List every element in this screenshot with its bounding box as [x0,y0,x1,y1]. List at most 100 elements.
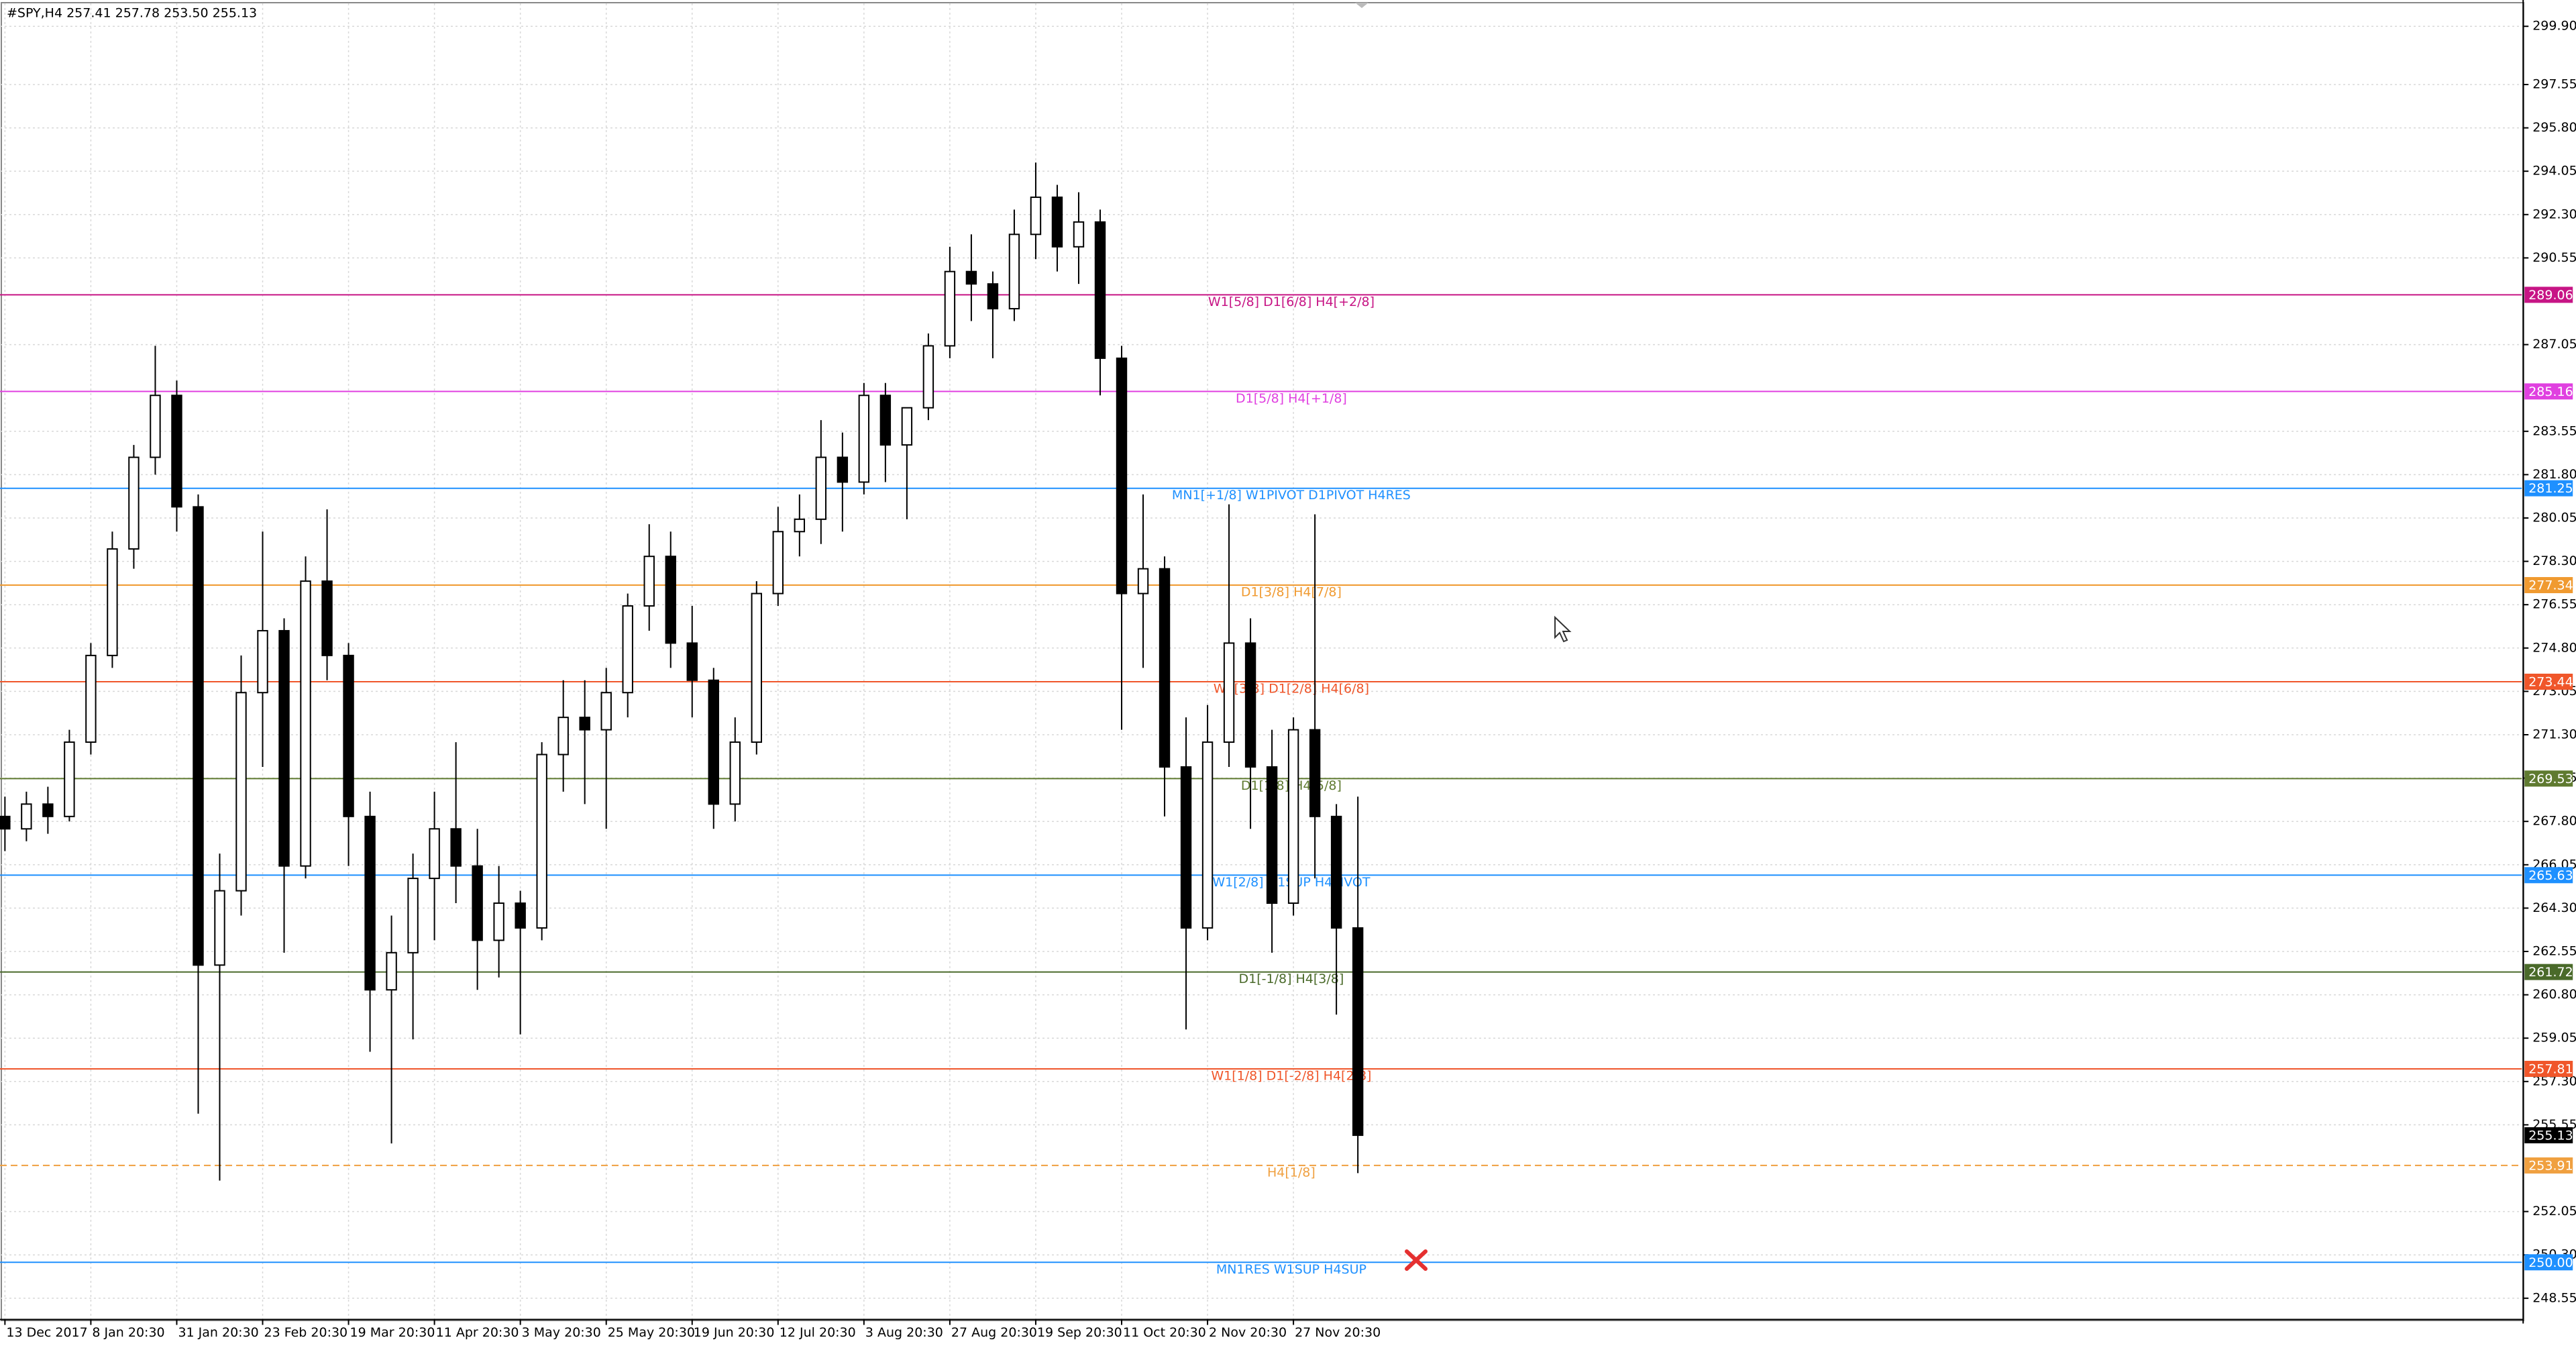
level-label: D1[-1/8] H4[3/8] [1239,972,1344,986]
y-tick-label: 274.80 [2532,640,2576,655]
candle-body [21,803,32,830]
candle-body [665,556,676,644]
candle-body [300,580,311,867]
candle-body [107,548,118,656]
price-tag-label: 250.00 [2528,1255,2573,1270]
candle-body [1309,729,1321,817]
y-tick-label: 295.80 [2532,120,2576,135]
candle-body [364,815,376,991]
candle-body [257,629,268,694]
y-tick-label: 287.05 [2532,337,2576,352]
y-tick-label: 294.05 [2532,164,2576,178]
y-tick-label: 257.30 [2532,1074,2576,1088]
price-tag [2524,480,2573,497]
candle-body [386,951,397,991]
candle-body [1244,642,1256,768]
price-tag [2524,1060,2573,1077]
candle-body [429,828,440,880]
mouse-cursor [1554,615,1572,643]
price-tag [2524,770,2573,787]
x-tick-label: 19 Jun 20:30 [694,1325,775,1340]
price-tag-label: 261.72 [2528,965,2573,980]
candle-body [643,556,655,607]
x-tick-label: 31 Jan 20:30 [178,1325,258,1340]
price-tag-label: 253.91 [2528,1158,2573,1173]
x-tick-label: 23 Feb 20:30 [264,1325,348,1340]
price-tag [2524,867,2573,884]
y-tick-label: 276.55 [2532,597,2576,612]
level-label: MN1RES W1SUP H4SUP [1216,1262,1366,1277]
candle-body [171,395,182,508]
candle-body [1352,927,1364,1136]
x-tick-label: 8 Jan 20:30 [92,1325,164,1340]
candle-body [235,692,247,892]
candle-body [1159,568,1171,768]
x-tick-label: 19 Mar 20:30 [350,1325,435,1340]
candle-body [729,741,741,805]
candle-body [708,679,719,805]
x-tick-label: 3 Aug 20:30 [865,1325,943,1340]
candle-body [1073,221,1085,248]
candle-body [858,395,870,483]
candle-body [1287,729,1299,904]
price-tag-label: 273.44 [2528,674,2573,689]
close-icon-stroke [1405,1249,1428,1271]
y-tick-label: 278.30 [2532,554,2576,568]
candle-body [1137,568,1149,594]
candle-body [193,506,204,966]
candle-body [1051,196,1063,248]
candle-body [472,865,483,941]
x-tick-label: 27 Aug 20:30 [951,1325,1037,1340]
price-tag [2524,673,2573,690]
candle-body [557,717,569,756]
candle-body [1180,766,1192,929]
candle-body [493,902,504,941]
candle-body [1223,642,1235,743]
candle-body [450,828,462,867]
candle-body [922,345,934,409]
candle-body [944,270,956,347]
price-tag [2524,964,2573,980]
shift-marker [1355,3,1368,8]
candle-body [1330,815,1342,929]
price-tag-label: 265.63 [2528,868,2573,883]
price-tag [2524,287,2573,303]
level-label: MN1[+1/8] W1PIVOT D1PIVOT H4RES [1172,488,1411,503]
current-price-label: 255.13 [2528,1128,2573,1143]
candle-body [343,654,354,817]
close-icon[interactable] [1405,1249,1428,1271]
candle-body [278,629,290,867]
candle-body [85,654,97,743]
y-tick-label: 290.55 [2532,250,2576,265]
level-label: W1[1/8] D1[-2/8] H4[2/8] [1211,1068,1371,1083]
x-tick-label: 13 Dec 2017 [6,1325,87,1340]
x-tick-label: 12 Jul 20:30 [780,1325,856,1340]
price-tag-label: 269.53 [2528,772,2573,786]
candle-body [1116,357,1128,594]
y-tick-label: 283.55 [2532,423,2576,438]
y-tick-label: 252.05 [2532,1204,2576,1219]
level-label: W1[5/8] D1[6/8] H4[+2/8] [1208,295,1375,309]
price-tag-label: 281.25 [2528,481,2573,496]
current-price-tag [2524,1127,2573,1143]
x-tick-label: 3 May 20:30 [522,1325,601,1340]
price-tag-label: 257.81 [2528,1062,2573,1076]
candle-body [214,890,225,966]
candles [0,162,1364,1181]
level-label: D1[3/8] H4[7/8] [1241,585,1342,600]
candle-body [150,395,161,458]
price-tag-label: 289.06 [2528,288,2573,303]
level-label: D1[5/8] H4[+1/8] [1236,391,1347,406]
candle-body [64,741,75,817]
candle-body [965,270,977,285]
candle-body [901,407,913,446]
candle-body [1008,234,1020,310]
candle-body [600,692,612,731]
y-tick-label: 262.55 [2532,943,2576,958]
y-tick-label: 264.30 [2532,900,2576,915]
candle-body [1266,766,1278,904]
price-tag [2524,577,2573,594]
candle-body [579,717,590,731]
